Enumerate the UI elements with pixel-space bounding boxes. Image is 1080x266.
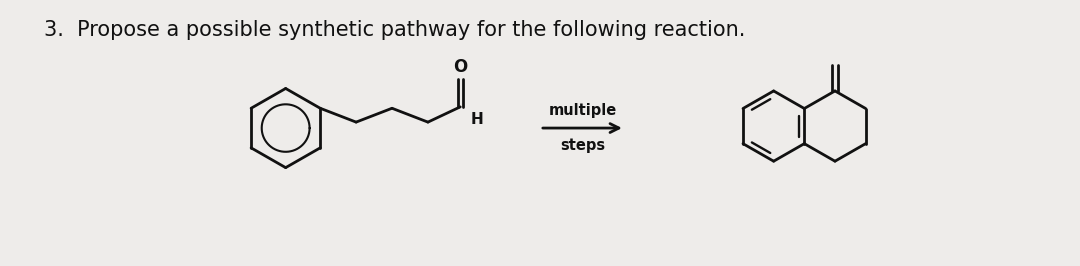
Text: 3.  Propose a possible synthetic pathway for the following reaction.: 3. Propose a possible synthetic pathway … xyxy=(44,20,746,40)
Text: H: H xyxy=(470,112,483,127)
Text: steps: steps xyxy=(559,138,605,153)
Text: O: O xyxy=(454,58,468,76)
Text: multiple: multiple xyxy=(549,103,617,118)
